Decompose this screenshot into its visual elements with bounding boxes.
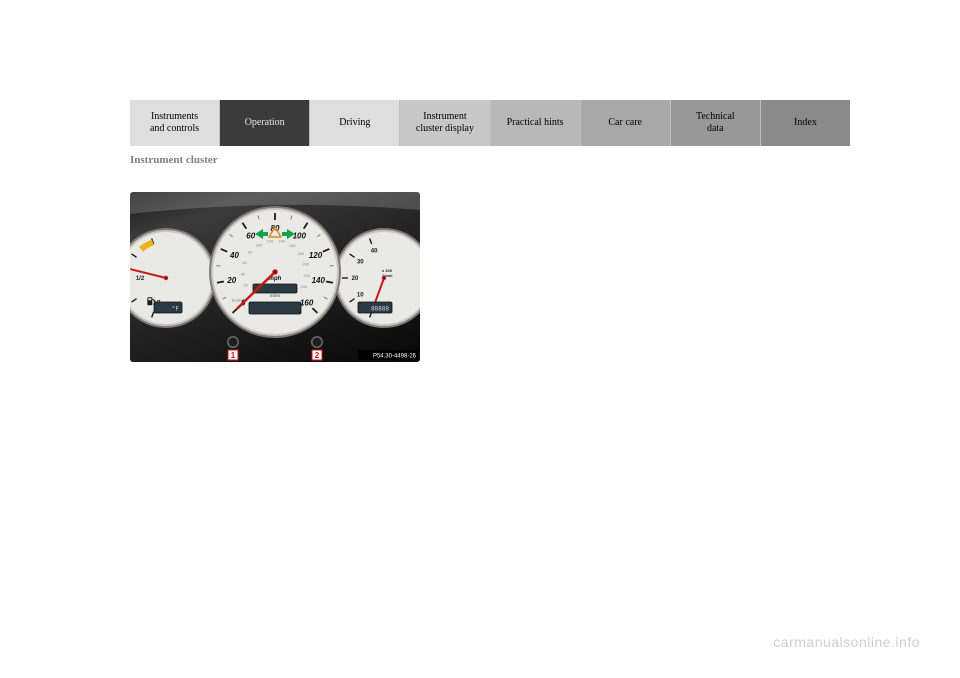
tab-instruments-controls[interactable]: Instruments and controls <box>130 100 220 146</box>
svg-text:100: 100 <box>293 231 307 240</box>
svg-text:60: 60 <box>246 231 255 240</box>
tab-label: Operation <box>245 117 285 130</box>
tab-label: Index <box>794 117 817 130</box>
tab-label: Instrument cluster display <box>416 111 474 136</box>
watermark: carmanualsonline.info <box>773 634 920 650</box>
svg-text:°F: °F <box>172 306 180 313</box>
svg-text:200: 200 <box>302 261 309 266</box>
tab-practical-hints[interactable]: Practical hints <box>491 100 581 146</box>
tab-label: Practical hints <box>507 117 564 130</box>
svg-text:160: 160 <box>289 243 296 248</box>
tab-label: Instruments and controls <box>150 111 199 136</box>
tab-operation[interactable]: Operation <box>220 100 310 146</box>
tab-label: Technical data <box>696 111 735 136</box>
tab-car-care[interactable]: Car care <box>581 100 671 146</box>
svg-text:40: 40 <box>229 251 239 260</box>
svg-text:20: 20 <box>226 276 236 285</box>
svg-text:2: 2 <box>315 351 320 360</box>
svg-text:1/2: 1/2 <box>136 276 145 282</box>
instrument-cluster-illustration: 1/11/2°F510203040x 1001/min8888802040608… <box>130 192 420 362</box>
tab-technical-data[interactable]: Technical data <box>671 100 761 146</box>
svg-text:140: 140 <box>312 276 326 285</box>
svg-text:220: 220 <box>304 273 311 278</box>
svg-text:10: 10 <box>357 293 364 299</box>
svg-text:180: 180 <box>297 251 304 256</box>
instrument-cluster-svg: 1/11/2°F510203040x 1001/min8888802040608… <box>130 192 420 362</box>
svg-text:40: 40 <box>371 249 378 255</box>
svg-text:30: 30 <box>357 259 364 265</box>
svg-text:160: 160 <box>300 299 314 308</box>
tab-driving[interactable]: Driving <box>310 100 400 146</box>
svg-text:88888: 88888 <box>371 306 389 313</box>
svg-text:100: 100 <box>256 242 263 247</box>
svg-text:60: 60 <box>242 260 247 265</box>
svg-text:120: 120 <box>309 251 323 260</box>
svg-text:miles: miles <box>270 293 281 298</box>
svg-text:140: 140 <box>278 239 285 244</box>
tab-label: Car care <box>608 117 642 130</box>
svg-text:240: 240 <box>300 284 307 289</box>
section-title: Instrument cluster <box>130 154 850 166</box>
tab-index[interactable]: Index <box>761 100 850 146</box>
svg-text:1: 1 <box>231 351 236 360</box>
svg-text:20: 20 <box>352 276 359 282</box>
svg-text:P54.30-4498-26: P54.30-4498-26 <box>373 354 417 360</box>
svg-text:80: 80 <box>248 250 253 255</box>
tab-label: Driving <box>339 117 370 130</box>
tab-instrument-cluster[interactable]: Instrument cluster display <box>400 100 490 146</box>
svg-text:20: 20 <box>243 283 248 288</box>
svg-text:km/h: km/h <box>232 298 242 303</box>
svg-text:120: 120 <box>267 238 274 243</box>
svg-text:40: 40 <box>241 271 246 276</box>
manual-section-tabs: Instruments and controls Operation Drivi… <box>130 100 850 146</box>
